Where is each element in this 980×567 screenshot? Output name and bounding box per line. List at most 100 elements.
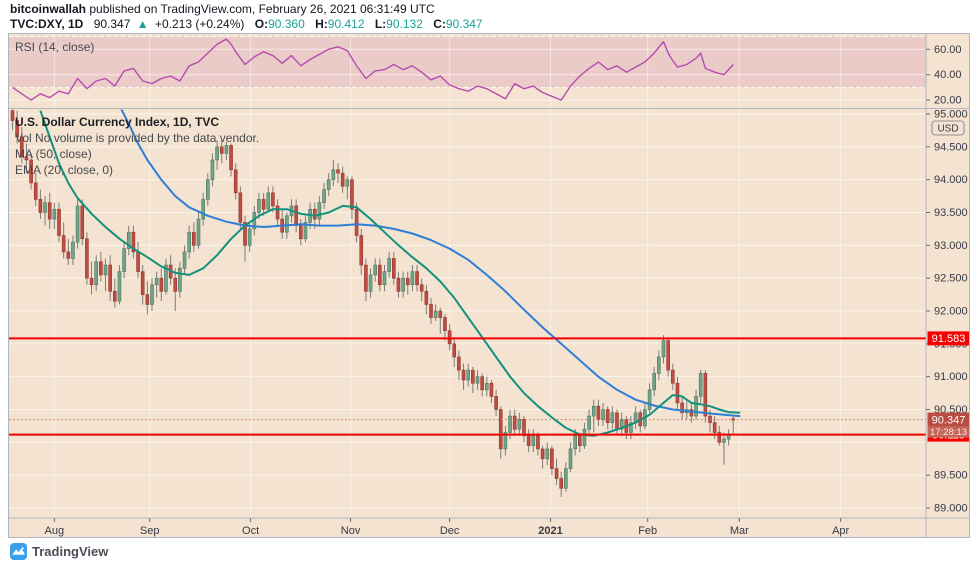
candle-up [587,415,591,430]
candle-up [401,277,405,292]
candle-up [206,179,210,200]
candle-up [508,415,512,433]
tradingview-watermark[interactable]: TradingView [10,543,108,560]
candle-down [559,478,564,489]
candle-down [712,422,717,433]
candle-down [20,136,24,157]
candle-up [475,376,480,384]
candle-down [526,435,531,446]
candle-up [368,274,373,292]
candle-up [629,422,633,433]
candle-up [257,199,261,213]
candle-up [43,202,47,213]
legend-volume-message: No volume is provided by the data vendor… [35,131,260,145]
candle-up [317,202,322,220]
candle-down [140,271,145,295]
price-chart-canvas[interactable]: 95.000 94.500 94.000 93.500 93.000 92.500 92.0… [9,34,969,537]
candle-down [536,435,540,450]
symbol-line: TVC:DXY, 1D 90.347 ▲ +0.213 (+0.24%) O:9… [10,17,970,32]
candle-down [275,205,280,220]
time-axis-label: Aug [45,525,65,537]
candle-up [117,271,122,302]
tradingview-brand-text: TradingView [32,544,109,559]
candle-down [233,169,238,194]
candle-up [266,192,271,210]
price-tick-label: 94.000 [934,174,968,186]
candle-down [298,225,303,240]
countdown-bg [927,426,969,438]
candle-down [494,396,498,410]
candle-down [489,382,494,397]
candle-up [601,409,605,420]
candle-up [122,248,126,272]
header: bitcoinwallah published on TradingView.c… [10,2,970,32]
candle-down [61,235,66,253]
last-price: 90.347 [93,17,131,31]
chart-container[interactable]: 95.000 94.500 94.000 93.500 93.000 92.500 92.0… [8,33,970,538]
candle-down [689,409,694,417]
publish-line: bitcoinwallah published on TradingView.c… [10,2,970,17]
levels-layer [9,337,926,436]
candle-up [647,389,652,410]
candle-up [201,199,205,220]
candle-up [196,218,201,246]
main-legend[interactable]: U.S. Dollar Currency Index, 1D, TVC Vol … [15,114,259,178]
legend-ma50: MA (50, close) [15,147,92,161]
candle-down [675,382,680,404]
candle-down [312,208,317,220]
candle-down [336,169,340,174]
ma50-line [120,109,741,418]
overlays-layer [39,109,741,437]
candle-down [512,415,517,430]
candle-down [447,330,452,345]
candle-down [359,235,364,266]
currency-badge-text: USD [937,124,958,135]
candle-up [722,438,726,443]
level-label-bg [927,331,969,346]
current-price-text: 90.347 [932,414,966,426]
tradingview-logo-icon [10,543,27,560]
candle-down [364,264,368,292]
candle-down [666,340,670,371]
candle-up [52,208,57,220]
candle-up [210,159,215,180]
candle-up [224,145,229,154]
currency-badge: USD [931,120,965,136]
rsi-line [12,38,734,101]
candle-down [350,179,354,210]
candle-down [15,120,19,138]
close-label: C: [433,17,446,31]
candle-down [457,356,461,371]
price-change: +0.213 (+0.24%) [154,17,245,31]
publish-info: published on TradingView.com, February 2… [86,2,435,16]
candle-down [522,419,526,437]
candle-up [164,264,168,292]
candle-up [150,284,154,305]
candle-up [373,264,378,276]
candle-down [24,156,29,161]
candle-down [229,145,233,171]
candle-up [652,373,657,391]
candle-up [410,271,415,286]
countdown-text: 17:28:13 [930,427,967,438]
candle-down [498,409,503,450]
time-axis-label: Nov [341,525,361,537]
candle-down [340,172,345,187]
candle-down [38,199,43,213]
rsi-tick-label: 60.00 [934,44,962,56]
level-price-label: 91.583 [927,331,969,346]
rsi-tick-label: 40.00 [934,69,962,81]
candle-down [680,402,684,414]
currency-badge-box [931,120,965,136]
time-axis-label: Apr [832,525,849,537]
candle-down [271,192,275,207]
open-value: 90.360 [268,17,305,31]
candle-up [433,310,438,318]
candle-down [396,277,401,292]
candle-up [545,448,550,460]
candle-down [131,231,136,253]
candle-up [568,448,573,469]
candle-up [71,241,75,259]
rsi-legend[interactable]: RSI (14, close) [15,40,95,54]
